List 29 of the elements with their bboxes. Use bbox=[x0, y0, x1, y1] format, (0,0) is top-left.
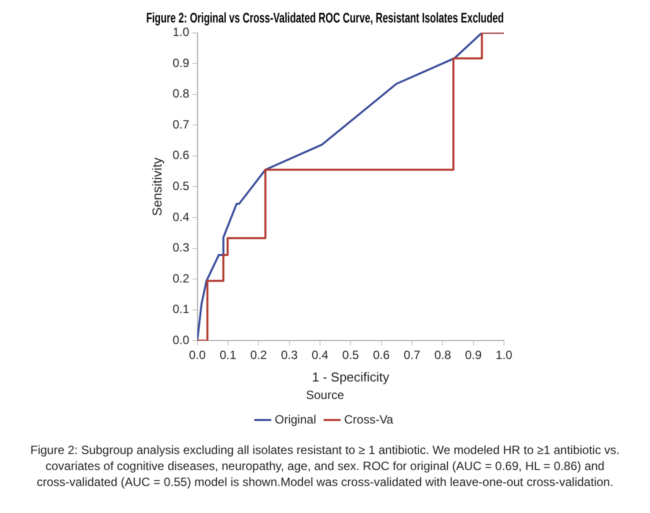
chart-title: Figure 2: Original vs Cross-Validated ROC Curve, Resistant Isolates Excluded bbox=[146, 9, 504, 26]
caption: Figure 2: Subgroup analysis excluding all isolates resistant to ≥ 1 antibiotic. We modeled HR to ≥1 antibiotic vs. covariates of cognitive diseases, neuropathy, age, and sex. ROC for original (AUC = 0.69, HL = 0.86) and cross-validated (AUC = 0.55) model is shown.Model was cross-validated with leave-one-out cross-validation. bbox=[29, 442, 621, 490]
legend-title: Source bbox=[306, 388, 344, 402]
y-axis-title: Sensitivity bbox=[149, 156, 164, 216]
y-tick-label: 0.4 bbox=[172, 210, 190, 224]
x-axis-title: 1 - Specificity bbox=[312, 369, 390, 384]
x-tick-label: 0.2 bbox=[250, 348, 268, 362]
x-tick-label: 1.0 bbox=[496, 348, 513, 362]
x-tick-label: 0.3 bbox=[280, 348, 298, 362]
x-tick-label: 0.6 bbox=[372, 348, 390, 362]
y-tick-label: 0.2 bbox=[172, 271, 190, 286]
x-tick-label: 0.4 bbox=[312, 348, 329, 362]
y-tick-label: 0.9 bbox=[172, 56, 190, 70]
x-tick-label: 0.0 bbox=[188, 348, 206, 362]
y-tick-label: 1.0 bbox=[172, 25, 190, 40]
y-tick-label: 0.3 bbox=[172, 240, 190, 255]
legend-label: Original bbox=[274, 412, 316, 426]
y-tick-label: 0.1 bbox=[172, 302, 190, 316]
x-tick-label: 0.1 bbox=[220, 348, 237, 362]
y-tick-label: 0.7 bbox=[172, 117, 190, 132]
y-tick-label: 0.6 bbox=[172, 148, 190, 162]
y-tick-label: 0.0 bbox=[172, 332, 190, 347]
x-tick-label: 0.8 bbox=[434, 348, 452, 362]
x-tick-label: 0.9 bbox=[464, 348, 482, 362]
y-tick-label: 0.5 bbox=[172, 179, 190, 194]
y-tick-label: 0.8 bbox=[172, 86, 190, 101]
x-tick-label: 0.7 bbox=[404, 348, 421, 362]
legend-label: Cross-Va bbox=[344, 412, 394, 426]
x-tick-label: 0.5 bbox=[342, 348, 360, 362]
